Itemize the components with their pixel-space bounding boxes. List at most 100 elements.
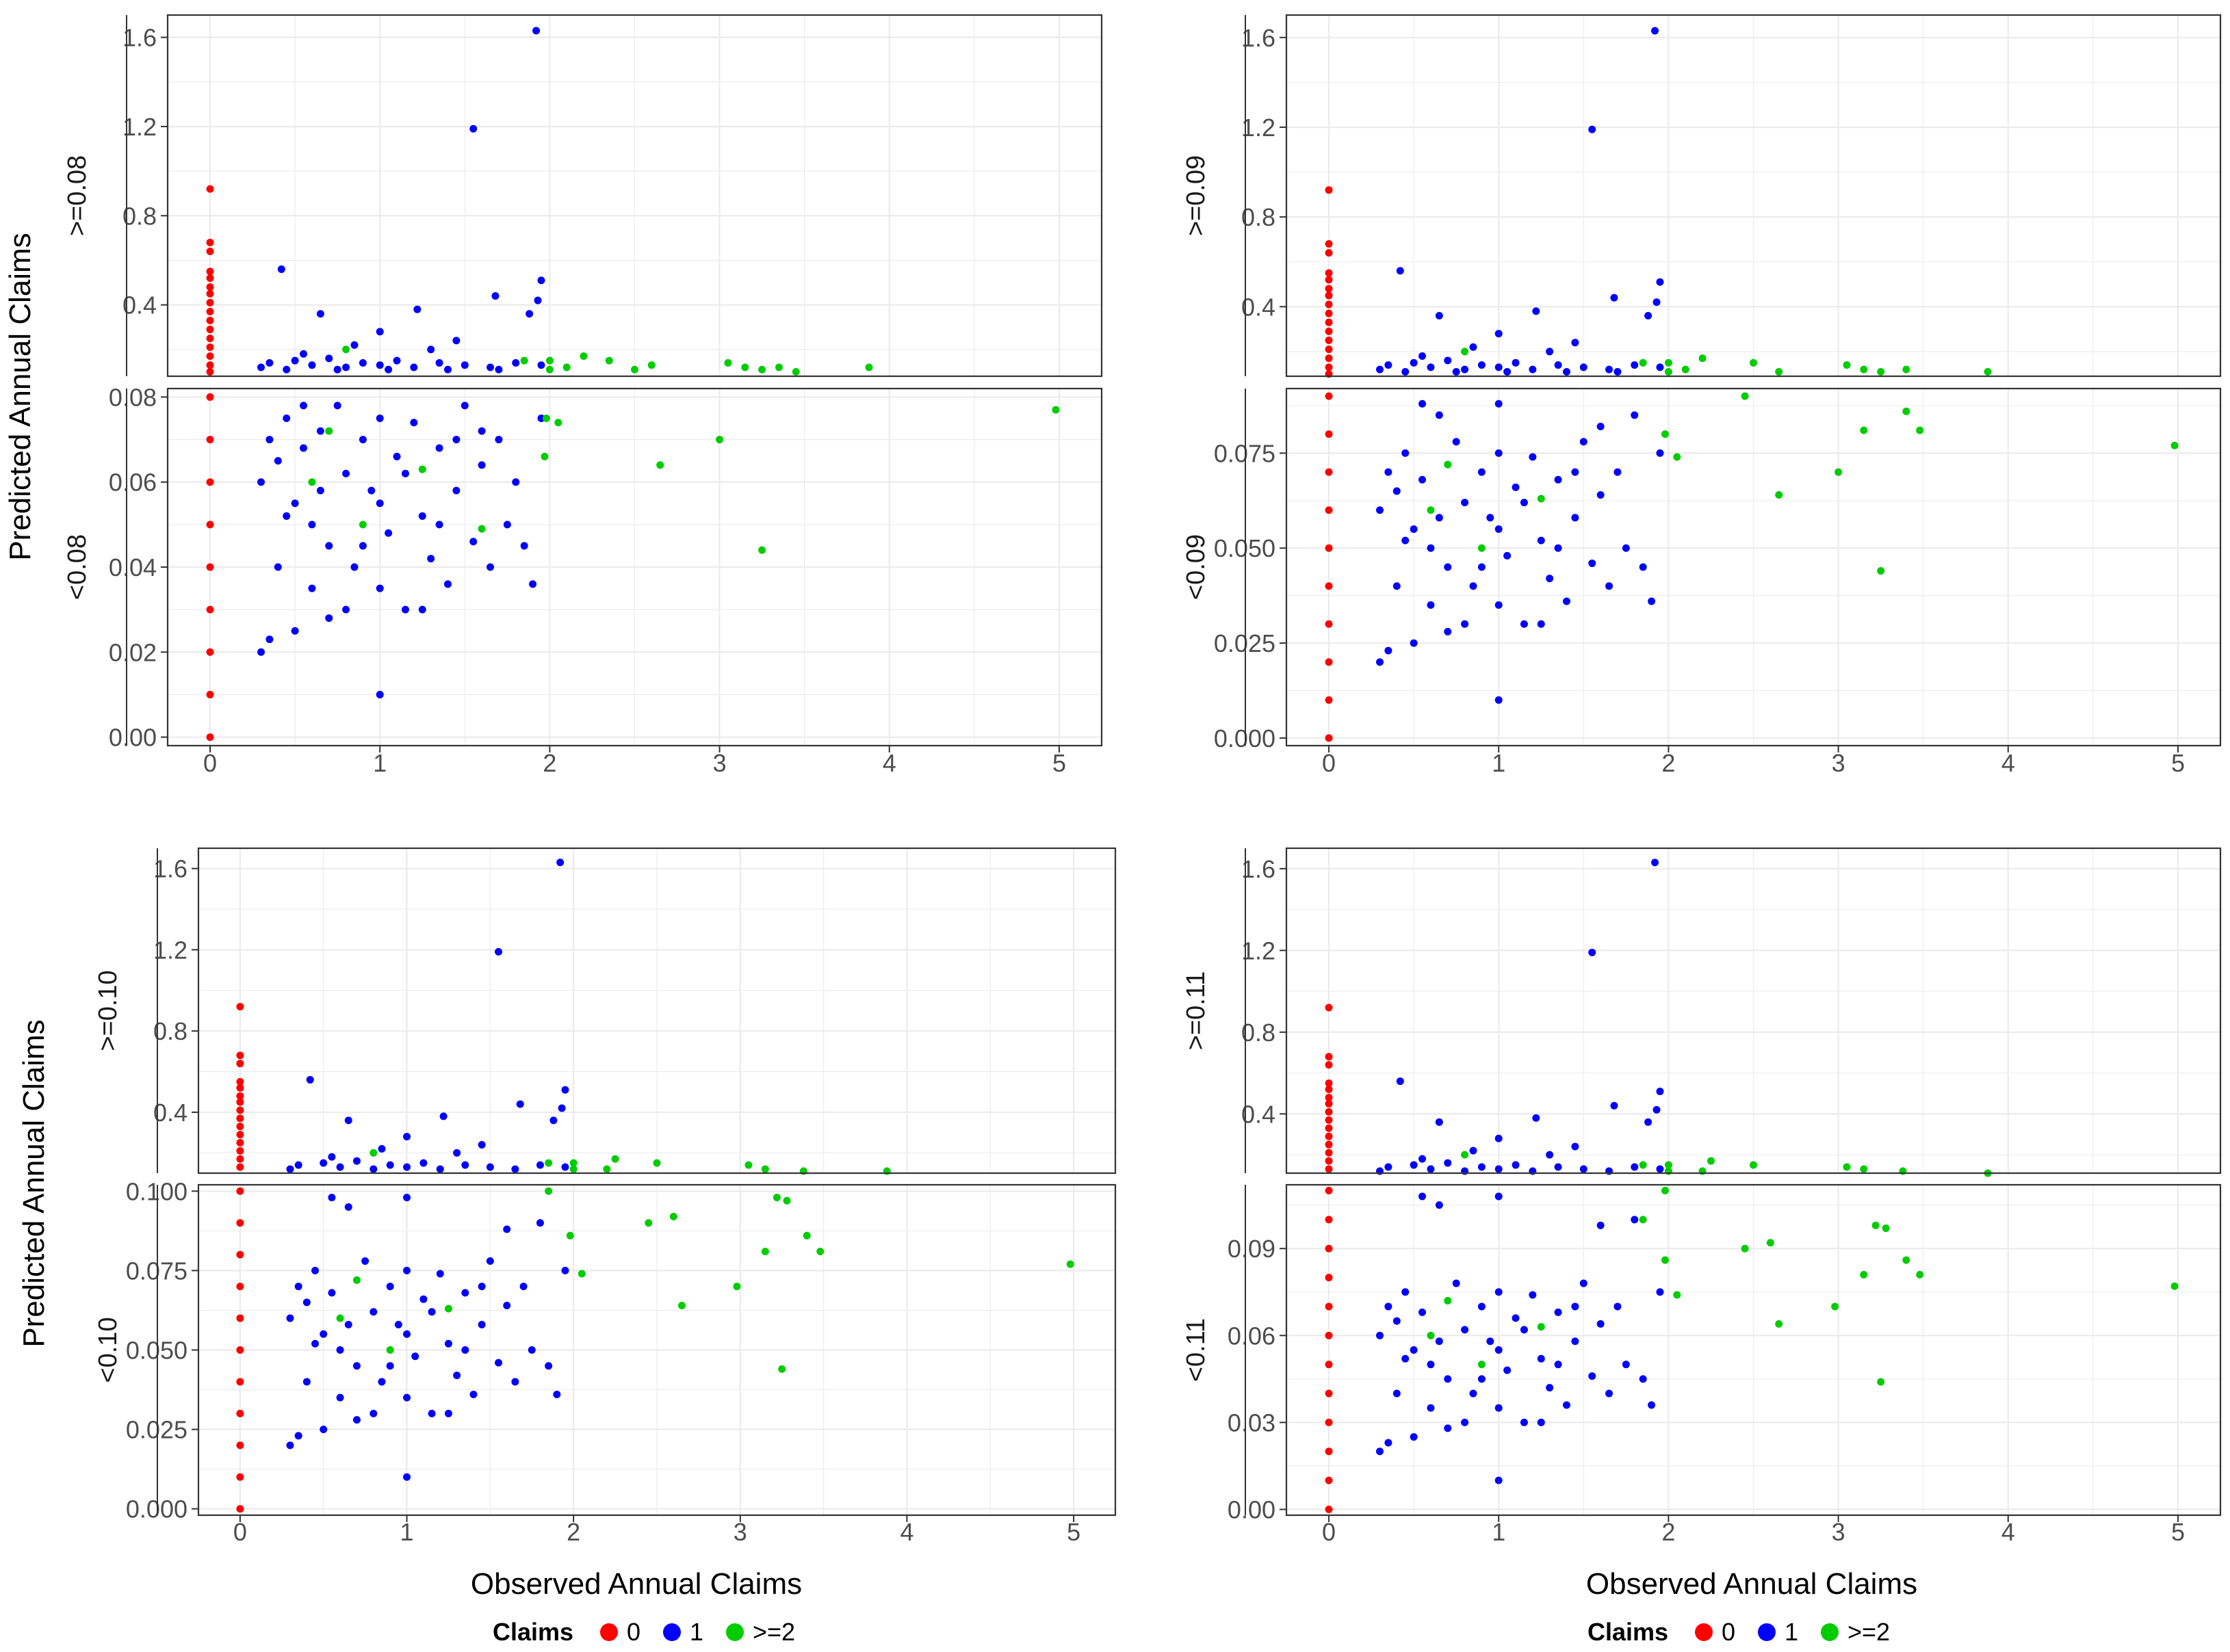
data-point-claims-ge2 [1477, 1361, 1486, 1369]
data-point-claims-0 [1325, 1506, 1333, 1514]
data-point-claims-1 [1610, 293, 1618, 302]
facet-strip-label: <0.09 [1182, 534, 1210, 600]
x-tick-label: 2 [1661, 1518, 1675, 1546]
data-point-claims-1 [1435, 1201, 1443, 1209]
data-point-claims-0 [206, 393, 214, 401]
x-tick-label: 4 [883, 749, 896, 777]
x-tick-label: 5 [1067, 1518, 1080, 1546]
data-point-claims-1 [300, 402, 308, 410]
data-point-claims-1 [444, 580, 452, 588]
x-axis-title-left: Observed Annual Claims [471, 1567, 802, 1601]
x-tick-label: 4 [2001, 749, 2015, 777]
data-point-claims-1 [1596, 423, 1605, 431]
data-point-claims-1 [286, 1314, 294, 1322]
data-point-claims-0 [1325, 345, 1333, 354]
data-point-claims-0 [236, 1084, 244, 1092]
data-point-claims-0 [1325, 285, 1333, 293]
data-point-claims-ge2 [1741, 1244, 1749, 1253]
data-point-claims-0 [236, 1314, 244, 1322]
data-point-claims-1 [1452, 367, 1460, 376]
data-point-claims-1 [1656, 363, 1664, 371]
data-point-claims-ge2 [1698, 354, 1707, 363]
y-tick-label: 0.050 [1214, 534, 1275, 562]
data-point-claims-1 [1571, 514, 1579, 522]
panel-border [1285, 14, 2222, 378]
data-point-claims-1 [1512, 1314, 1520, 1322]
y-tick-label: 0.025 [1214, 629, 1275, 657]
data-point-claims-ge2 [580, 352, 588, 360]
data-point-claims-1 [1588, 948, 1596, 956]
data-point-claims-1 [519, 1283, 528, 1291]
data-point-claims-1 [1494, 399, 1503, 408]
data-point-claims-1 [495, 436, 503, 444]
data-point-claims-1 [452, 436, 461, 444]
x-tick-label: 2 [543, 749, 556, 777]
y-tick-label: 0.04 [109, 553, 157, 581]
data-point-claims-ge2 [761, 1165, 769, 1173]
y-tick-label: 1.6 [1241, 24, 1275, 52]
data-point-claims-1 [461, 361, 469, 369]
x-axis-title-right: Observed Annual Claims [1586, 1567, 1917, 1601]
data-point-claims-1 [1427, 1404, 1435, 1412]
data-point-claims-0 [1325, 1476, 1333, 1484]
x-tick-label: 0 [233, 1518, 247, 1546]
data-point-claims-ge2 [1902, 407, 1910, 415]
data-point-claims-0 [236, 1409, 244, 1417]
data-point-claims-1 [1579, 1165, 1587, 1173]
data-point-claims-1 [532, 27, 541, 35]
data-point-claims-1 [1588, 125, 1596, 133]
data-point-claims-ge2 [631, 365, 638, 373]
data-point-claims-ge2 [2170, 441, 2179, 449]
data-point-claims-1 [1554, 1163, 1562, 1171]
data-point-claims-1 [302, 1298, 311, 1307]
data-point-claims-0 [236, 1378, 244, 1386]
data-point-claims-ge2 [1843, 361, 1851, 369]
data-point-claims-ge2 [554, 419, 562, 427]
y-tick-label: 0.000 [126, 1495, 187, 1523]
data-point-claims-1 [294, 1161, 302, 1169]
data-point-claims-1 [1651, 27, 1659, 35]
data-point-claims-ge2 [541, 452, 549, 460]
data-point-claims-1 [1477, 468, 1486, 476]
data-point-claims-0 [1325, 696, 1333, 704]
data-point-claims-0 [236, 1092, 244, 1100]
data-point-claims-0 [206, 361, 214, 369]
facet-strip-label: <0.11 [1182, 1318, 1210, 1382]
data-point-claims-1 [1461, 1326, 1469, 1334]
y-tick-label: 0.100 [126, 1177, 187, 1205]
data-point-claims-0 [1325, 544, 1333, 552]
data-point-claims-0 [1325, 291, 1333, 300]
data-point-claims-0 [1325, 620, 1333, 628]
y-tick-label: 0.025 [126, 1416, 187, 1444]
data-point-claims-1 [1410, 358, 1418, 367]
data-point-claims-ge2 [1427, 1331, 1435, 1339]
data-point-claims-0 [1325, 1124, 1333, 1132]
data-point-claims-0 [236, 1106, 244, 1114]
x-tick-label: 1 [1492, 1518, 1505, 1546]
legend-label-0: 0 [627, 1618, 640, 1646]
data-point-claims-1 [1537, 1354, 1545, 1363]
data-point-claims-0 [236, 1283, 244, 1291]
data-point-claims-1 [1418, 399, 1427, 408]
data-point-claims-1 [461, 1161, 469, 1169]
data-point-claims-1 [1546, 348, 1554, 356]
data-point-claims-1 [512, 478, 520, 486]
data-point-claims-0 [236, 1131, 244, 1139]
data-point-claims-ge2 [647, 361, 656, 369]
data-point-claims-1 [369, 1308, 378, 1316]
data-point-claims-0 [236, 1163, 244, 1171]
data-point-claims-ge2 [1750, 358, 1757, 367]
y-tick-label: 0.075 [126, 1257, 187, 1285]
data-point-claims-1 [1579, 363, 1587, 371]
data-point-claims-1 [294, 1432, 302, 1440]
data-point-claims-ge2 [1477, 544, 1486, 552]
data-point-claims-1 [553, 1391, 561, 1399]
data-point-claims-0 [1325, 582, 1333, 590]
data-point-claims-1 [376, 415, 384, 422]
data-point-claims-1 [427, 555, 435, 563]
data-point-claims-1 [1494, 1134, 1503, 1142]
data-point-claims-1 [1520, 1418, 1528, 1426]
data-point-claims-ge2 [1461, 348, 1469, 356]
data-point-claims-0 [206, 478, 214, 486]
